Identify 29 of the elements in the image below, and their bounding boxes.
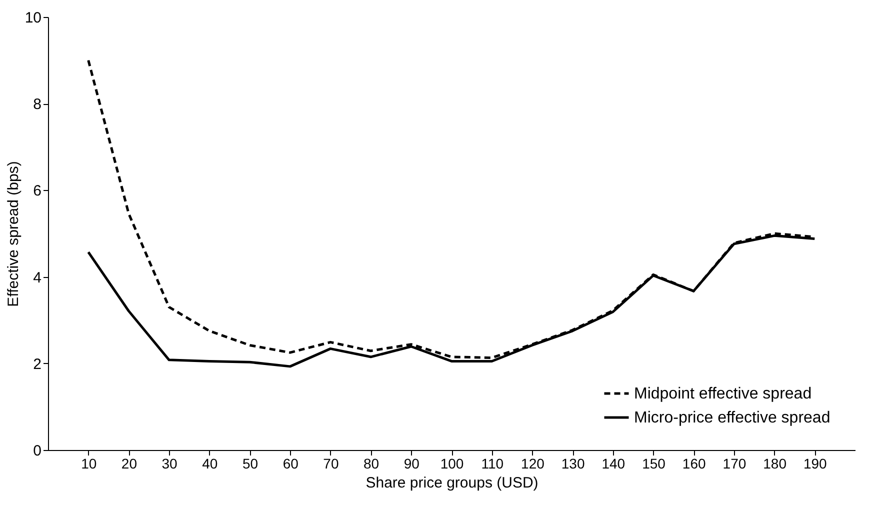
x-tick-label: 100	[440, 456, 464, 472]
x-tick-label: 70	[323, 456, 339, 472]
x-tick-label: 50	[242, 456, 258, 472]
y-tick-label: 8	[33, 96, 42, 114]
y-tick-label: 2	[33, 356, 42, 373]
x-tick-label: 130	[561, 456, 585, 472]
x-tick-label: 90	[404, 456, 420, 472]
x-axis-title: Share price groups (USD)	[366, 474, 538, 492]
x-tick-label: 20	[121, 456, 138, 472]
x-tick-label: 120	[521, 456, 545, 472]
legend-label: Micro-price effective spread	[634, 410, 830, 426]
x-tick-label: 180	[763, 456, 787, 472]
x-tick-label: 80	[364, 456, 380, 472]
x-tick-label: 190	[803, 456, 828, 472]
x-tick-label: 170	[722, 456, 746, 472]
x-tick-label: 150	[642, 456, 666, 472]
x-tick-label: 140	[602, 456, 626, 472]
y-axis-title: Effective spread (bps)	[4, 161, 22, 307]
y-tick-label: 10	[24, 10, 42, 26]
x-tick-label: 110	[481, 456, 504, 472]
x-tick-label: 10	[81, 456, 97, 472]
x-tick-label: 40	[202, 456, 218, 472]
y-tick-label: 6	[33, 182, 42, 200]
y-tick-label: 4	[33, 269, 42, 286]
legend-label: Midpoint effective spread	[634, 386, 812, 402]
x-tick-label: 30	[162, 456, 178, 472]
x-tick-label: 160	[682, 456, 706, 472]
x-tick-label: 60	[282, 456, 299, 472]
y-tick-label: 0	[33, 442, 42, 460]
